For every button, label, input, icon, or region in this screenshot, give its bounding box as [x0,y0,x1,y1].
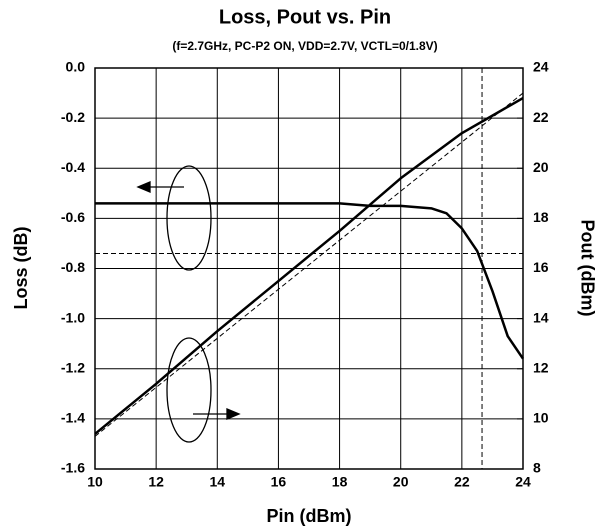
x-tick-label: 14 [209,474,225,490]
y-tick-label: -1.0 [61,309,85,325]
y2-axis-label: Pout (dBm) [577,220,597,317]
x-tick-label: 18 [332,474,348,490]
y2-tick-label: 24 [533,59,549,75]
y-tick-label: -1.4 [61,410,85,426]
x-tick-label: 16 [271,474,287,490]
arrow-head [226,408,241,420]
x-tick-label: 24 [515,474,531,490]
y-tick-label: -0.2 [61,109,85,125]
series-line [94,92,524,437]
y-tick-label: -0.4 [61,159,85,175]
y2-tick-label: 12 [533,359,549,375]
x-axis-label: Pin (dBm) [267,506,352,526]
x-tick-label: 10 [87,474,103,490]
y-tick-label: 0.0 [66,59,86,75]
chart-subtitle: (f=2.7GHz, PC-P2 ON, VDD=2.7V, VCTL=0/1.… [172,39,437,53]
series-line [95,202,525,360]
y2-tick-label: 8 [533,460,541,476]
y-axis-label: Loss (dB) [11,226,31,309]
x-tick-label: 22 [454,474,470,490]
y2-tick-label: 14 [533,309,549,325]
x-tick-label: 12 [148,474,164,490]
y-tick-label: -0.8 [61,259,85,275]
arrow-head [136,181,151,193]
series-line [94,96,524,435]
ellipse-pout [166,337,212,443]
y-tick-label: -1.6 [61,460,85,476]
y-tick-label: -0.6 [61,209,85,225]
annotations [136,165,241,443]
y-tick-label: -1.2 [61,359,85,375]
y2-tick-label: 18 [533,209,549,225]
y2-tick-label: 10 [533,410,549,426]
y2-tick-label: 16 [533,259,549,275]
y2-tick-label: 22 [533,109,549,125]
plot-frame [94,67,524,470]
chart-title: Loss, Pout vs. Pin [219,6,391,28]
x-tick-label: 20 [393,474,409,490]
y2-tick-label: 20 [533,159,549,175]
